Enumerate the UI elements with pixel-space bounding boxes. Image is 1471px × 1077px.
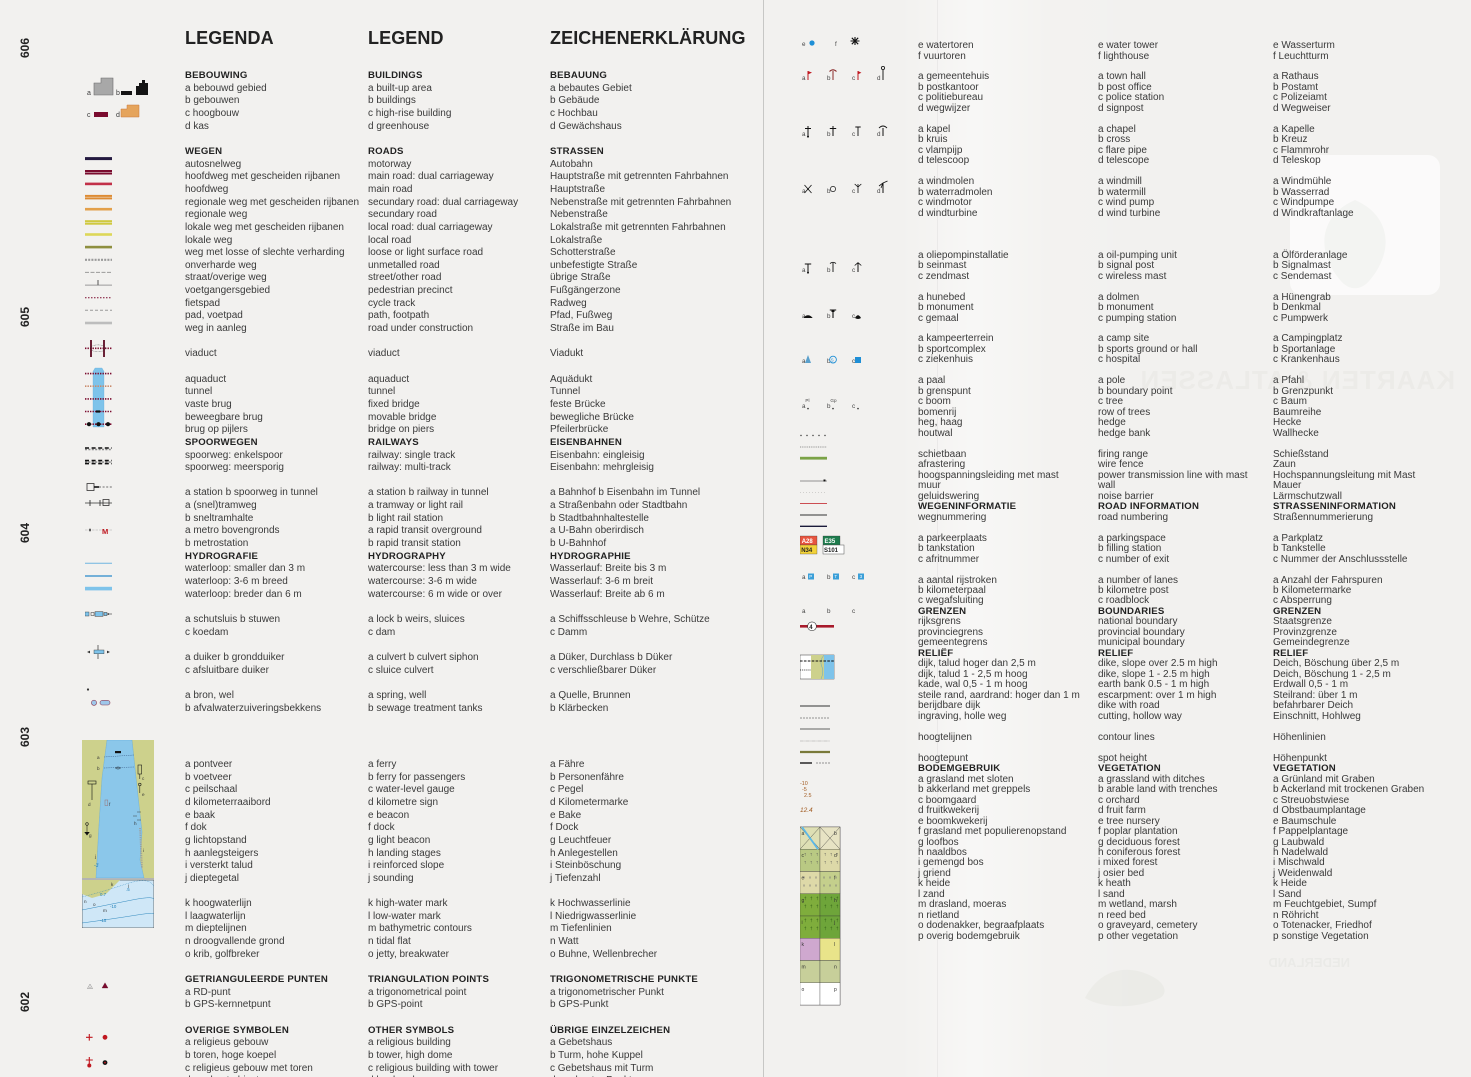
svg-text:c: c <box>852 75 855 82</box>
svg-text:†: † <box>816 859 818 864</box>
svg-text:M: M <box>102 527 108 536</box>
svg-text:b: b <box>97 766 100 771</box>
svg-text:c: c <box>852 313 855 320</box>
svg-text:a: a <box>802 358 806 365</box>
svg-text:b: b <box>827 608 831 615</box>
svg-text:n: n <box>84 899 87 904</box>
svg-text:a: a <box>802 574 806 581</box>
svg-text:b: b <box>827 131 831 138</box>
svg-text:a: a <box>802 608 806 615</box>
svg-text:-15: -15 <box>100 918 107 923</box>
svg-text:0.7: 0.7 <box>100 892 107 897</box>
svg-text:†: † <box>804 859 806 864</box>
svg-text:†: † <box>810 859 812 864</box>
svg-text:m: m <box>103 908 107 913</box>
svg-text:A28: A28 <box>802 539 814 545</box>
svg-text:c: c <box>852 267 855 274</box>
svg-text:j: j <box>833 920 835 926</box>
svg-text:3: 3 <box>860 574 863 579</box>
svg-text:†: † <box>810 851 812 856</box>
svg-text:S101: S101 <box>824 548 839 554</box>
svg-text:f: f <box>835 41 837 48</box>
svg-text:†: † <box>830 851 832 856</box>
svg-text:d: d <box>877 75 881 82</box>
svg-text:b: b <box>827 574 831 581</box>
svg-text:-3: -3 <box>94 863 99 869</box>
svg-text:†: † <box>816 851 818 856</box>
svg-text:d: d <box>88 802 91 807</box>
svg-text:P: P <box>809 574 812 579</box>
svg-text:b: b <box>827 75 831 82</box>
svg-text:j: j <box>94 854 96 859</box>
svg-text:e: e <box>802 876 805 882</box>
svg-text:m: m <box>802 965 806 971</box>
svg-text:-10: -10 <box>110 904 117 909</box>
svg-text:h: h <box>134 821 137 826</box>
svg-text:e: e <box>802 41 806 48</box>
svg-text:a: a <box>802 267 806 274</box>
svg-text:a: a <box>97 755 100 760</box>
svg-text:c: c <box>852 358 855 365</box>
svg-text:d: d <box>877 188 881 195</box>
svg-text:†: † <box>804 851 806 856</box>
svg-text:c: c <box>852 403 855 410</box>
svg-text:†: † <box>836 851 838 856</box>
svg-text:b: b <box>827 403 831 410</box>
svg-text:c: c <box>852 574 855 581</box>
svg-text:b: b <box>827 267 831 274</box>
svg-text:T: T <box>834 574 837 579</box>
svg-text:b: b <box>827 313 831 320</box>
svg-text:Pl: Pl <box>805 398 809 403</box>
svg-text:c: c <box>852 608 855 615</box>
svg-text:i: i <box>802 920 803 926</box>
svg-text:2.5: 2.5 <box>804 793 812 799</box>
svg-text:o: o <box>802 987 805 993</box>
svg-text:a: a <box>802 131 806 138</box>
svg-text:e: e <box>142 792 145 797</box>
svg-text:a: a <box>802 75 806 82</box>
svg-text:N34: N34 <box>801 548 813 554</box>
svg-text:†: † <box>830 859 832 864</box>
svg-text:E35: E35 <box>825 539 836 545</box>
svg-text:12.4: 12.4 <box>800 807 813 814</box>
svg-text:o: o <box>93 902 96 907</box>
svg-text:S: S <box>831 358 834 363</box>
svg-text:†: † <box>824 851 826 856</box>
svg-text:†: † <box>824 859 826 864</box>
svg-text:a: a <box>802 403 806 410</box>
svg-text:†: † <box>836 859 838 864</box>
svg-text:.5: .5 <box>126 887 130 892</box>
svg-text:n: n <box>834 965 837 971</box>
svg-text:Gp: Gp <box>830 398 837 403</box>
svg-text:c: c <box>852 188 855 195</box>
svg-text:l: l <box>834 942 835 948</box>
svg-text:g: g <box>89 833 92 838</box>
svg-text:i: i <box>143 848 144 853</box>
svg-text:a: a <box>802 831 805 837</box>
svg-text:c: c <box>852 131 855 138</box>
svg-text:p: p <box>834 987 837 993</box>
svg-text:d: d <box>877 131 881 138</box>
